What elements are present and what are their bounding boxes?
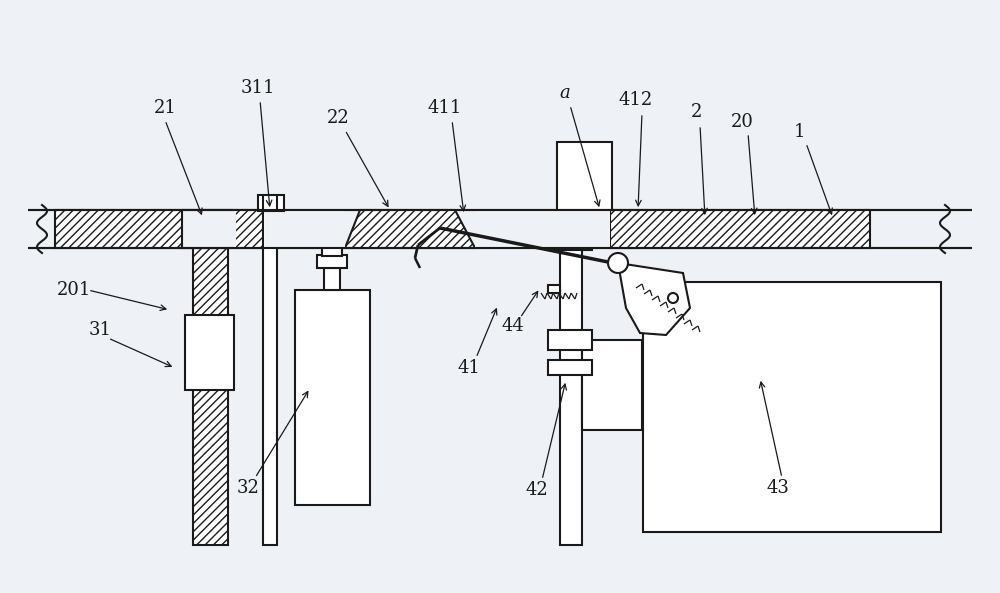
Bar: [322, 246, 342, 256]
Bar: [265, 211, 345, 247]
Polygon shape: [618, 263, 690, 335]
Bar: [193, 248, 228, 545]
Bar: [28, 210, 972, 248]
Text: 201: 201: [57, 281, 91, 299]
Text: 32: 32: [237, 479, 259, 497]
Text: 411: 411: [428, 99, 462, 117]
Bar: [557, 142, 612, 210]
Bar: [560, 248, 582, 545]
Bar: [475, 211, 610, 247]
Polygon shape: [345, 210, 475, 248]
Text: 20: 20: [731, 113, 753, 131]
Text: 42: 42: [526, 481, 548, 499]
Text: 22: 22: [327, 109, 349, 127]
Bar: [610, 210, 870, 248]
Text: 1: 1: [794, 123, 806, 141]
Bar: [548, 360, 592, 375]
Text: 21: 21: [154, 99, 176, 117]
Bar: [324, 268, 340, 290]
Bar: [263, 210, 277, 545]
Bar: [185, 315, 234, 390]
Text: a: a: [560, 84, 570, 102]
Bar: [182, 211, 233, 247]
Bar: [55, 210, 265, 248]
Text: 43: 43: [767, 479, 789, 497]
Circle shape: [668, 293, 678, 303]
Bar: [550, 236, 592, 250]
Text: 31: 31: [88, 321, 112, 339]
Bar: [185, 210, 236, 248]
Text: 311: 311: [241, 79, 275, 97]
Text: 412: 412: [619, 91, 653, 109]
Bar: [295, 290, 370, 505]
Bar: [582, 340, 642, 430]
Text: 2: 2: [691, 103, 703, 121]
Circle shape: [608, 253, 628, 273]
Bar: [643, 282, 941, 532]
Text: 41: 41: [458, 359, 480, 377]
Bar: [317, 255, 347, 268]
Text: 44: 44: [502, 317, 524, 335]
Bar: [548, 285, 560, 293]
Bar: [258, 195, 284, 211]
Bar: [548, 330, 592, 350]
